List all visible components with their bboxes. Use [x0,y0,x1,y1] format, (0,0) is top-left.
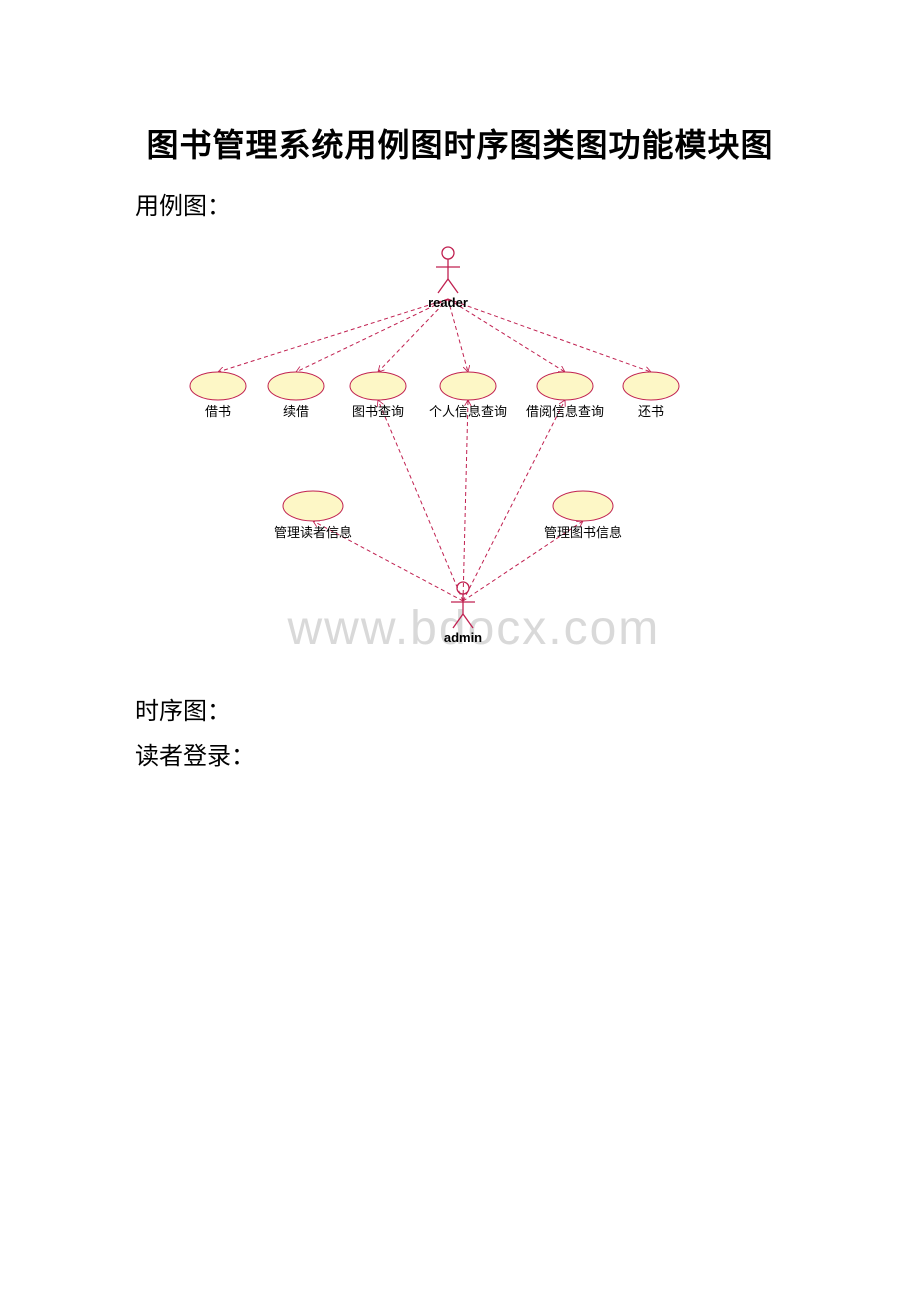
svg-text:admin: admin [443,630,481,645]
usecase-diagram-svg: 借书 续借 图书查询 个人信息查询 借阅信息查询 还书管理读者信息 管理图书信息 reader… [183,231,738,651]
svg-text:图书查询: 图书查询 [351,404,403,419]
section-sequence-label: 时序图： [135,691,830,726]
usecase-diagram: www.bdocx.com 借书续借图书查询个人信息查询借阅信息查询还书管理读者… [183,231,738,651]
svg-text:还书: 还书 [637,404,663,419]
svg-text:个人信息查询: 个人信息查询 [428,404,506,419]
section-usecase-label: 用例图： [135,186,830,221]
svg-text:续借: 续借 [282,404,308,419]
svg-text:管理图书信息: 管理图书信息 [543,525,621,540]
svg-text:借阅信息查询: 借阅信息查询 [525,404,603,419]
page-title: 图书管理系统用例图时序图类图功能模块图 [90,120,830,166]
svg-text:reader: reader [428,295,468,310]
document-page: 图书管理系统用例图时序图类图功能模块图 用例图： www.bdocx.com 借… [0,0,920,1302]
section-readerlogin-label: 读者登录： [135,736,830,771]
svg-text:管理读者信息: 管理读者信息 [273,525,351,540]
svg-text:借书: 借书 [204,404,230,419]
